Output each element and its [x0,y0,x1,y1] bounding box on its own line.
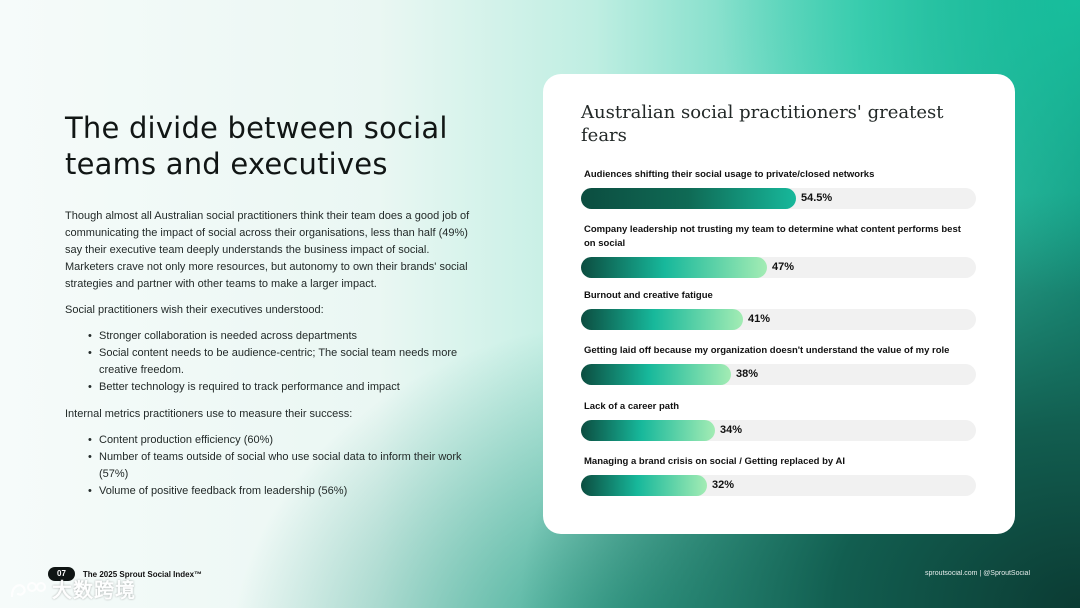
bar-chart: Audiences shifting their social usage to… [581,168,976,513]
bar-value-label: 34% [720,424,743,436]
bar-track: 41% [581,309,976,330]
bar-value-label: 54.5% [801,192,833,204]
page-number-badge: 07 [48,567,75,581]
bar-value-label: 38% [736,368,759,380]
bar [581,309,743,330]
bar-track: 38% [581,364,976,385]
bar-value-label: 41% [748,313,771,325]
metrics-heading: Internal metrics practitioners use to me… [65,408,353,420]
watermark-text: 大数跨境 [52,578,136,602]
wish-heading: Social practitioners wish their executiv… [65,304,324,316]
bar [581,475,707,496]
bar [581,188,796,209]
chart-title: Australian social practitioners' greates… [581,102,944,146]
left-column: The divide between social teams and exec… [65,110,470,510]
bar-track: 47% [581,257,976,278]
watermark: 大数跨境 [8,574,136,603]
bar-category-label: Lack of a career path [584,401,680,412]
bar-item: Audiences shifting their social usage to… [581,168,976,209]
list-item: Volume of positive feedback from leaders… [88,483,470,500]
list-item: Social content needs to be audience-cent… [88,345,470,379]
report-title: The 2025 Sprout Social Index™ [82,569,203,579]
bar [581,420,715,441]
bar-category-label: Getting laid off because my organization… [584,345,950,356]
watermark-logo-icon [10,581,46,597]
wish-list: Stronger collaboration is needed across … [65,328,470,396]
footer-left: 07 The 2025 Sprout Social Index™ [48,567,202,581]
list-item: Number of teams outside of social who us… [88,449,470,483]
bar-item: Lack of a career path 34% [581,400,976,441]
chart-card: Australian social practitioners' greates… [543,74,1015,534]
list-item: Content production efficiency (60%) [88,432,470,449]
bar-track: 34% [581,420,976,441]
bar [581,364,731,385]
bar-item: Company leadership not trusting my team … [581,223,976,278]
bar-item: Getting laid off because my organization… [581,344,976,385]
list-item: Stronger collaboration is needed across … [88,328,470,345]
bar-track: 32% [581,475,976,496]
bar-item: Managing a brand crisis on social / Gett… [581,455,976,496]
bar-category-label: Audiences shifting their social usage to… [584,169,875,180]
bar-category-label: Burnout and creative fatigue [584,290,713,301]
bar [581,257,767,278]
footer-site-handle: sproutsocial.com | @SproutSocial [924,570,1030,577]
bar-value-label: 47% [772,261,795,273]
bar-category-label: Managing a brand crisis on social / Gett… [584,456,845,467]
metrics-list: Content production efficiency (60%) Numb… [65,432,470,500]
bar-category-label: Company leadership not trusting my team … [584,224,961,249]
bar-item: Burnout and creative fatigue 41% [581,289,976,330]
page-headline: The divide between social teams and exec… [65,111,448,181]
list-item: Better technology is required to track p… [88,379,470,396]
bar-track: 54.5% [581,188,976,209]
bar-value-label: 32% [712,479,735,491]
intro-paragraph: Though almost all Australian social prac… [65,210,470,290]
